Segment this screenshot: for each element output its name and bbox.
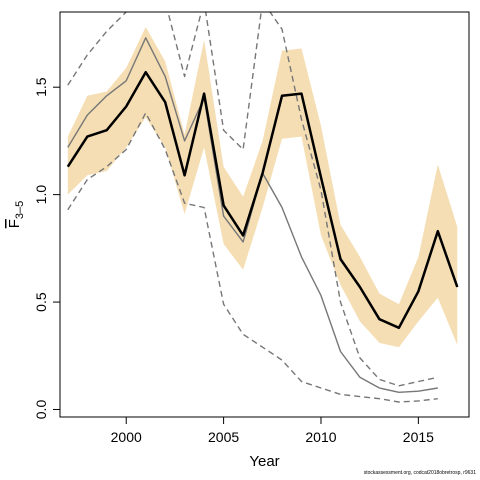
series-line-retro-bound-2 (67, 12, 438, 387)
confidence-band (67, 27, 458, 348)
y-axis-label: F3–5 (6, 201, 26, 229)
x-tick-label-2000: 2000 (111, 429, 142, 445)
series-line-estimate (66, 70, 459, 330)
plot-area (66, 12, 459, 403)
y-tick-label-3: 1.5 (33, 77, 49, 97)
x-tick-label-2005: 2005 (208, 429, 239, 445)
y-axis-label-subscript: 3–5 (14, 201, 26, 219)
plot-frame (59, 11, 470, 418)
y-axis-label-main: F (6, 219, 23, 228)
series-line-retro-bound-3 (67, 112, 438, 403)
y-tick-label-0: 0.0 (33, 400, 49, 420)
y-tick-label-2: 1.0 (33, 185, 49, 205)
x-tick-label-2015: 2015 (403, 429, 434, 445)
y-tick-label-1: 0.5 (33, 292, 49, 312)
footer-credit: stockassessment.org, codcat2018obretrosp… (363, 470, 476, 476)
y-axis: 0.0 0.5 1.0 1.5 (33, 77, 60, 419)
x-axis: 2000 2005 2010 2015 (111, 417, 434, 445)
x-tick-label-2010: 2010 (305, 429, 336, 445)
x-axis-label: Year (249, 453, 279, 470)
